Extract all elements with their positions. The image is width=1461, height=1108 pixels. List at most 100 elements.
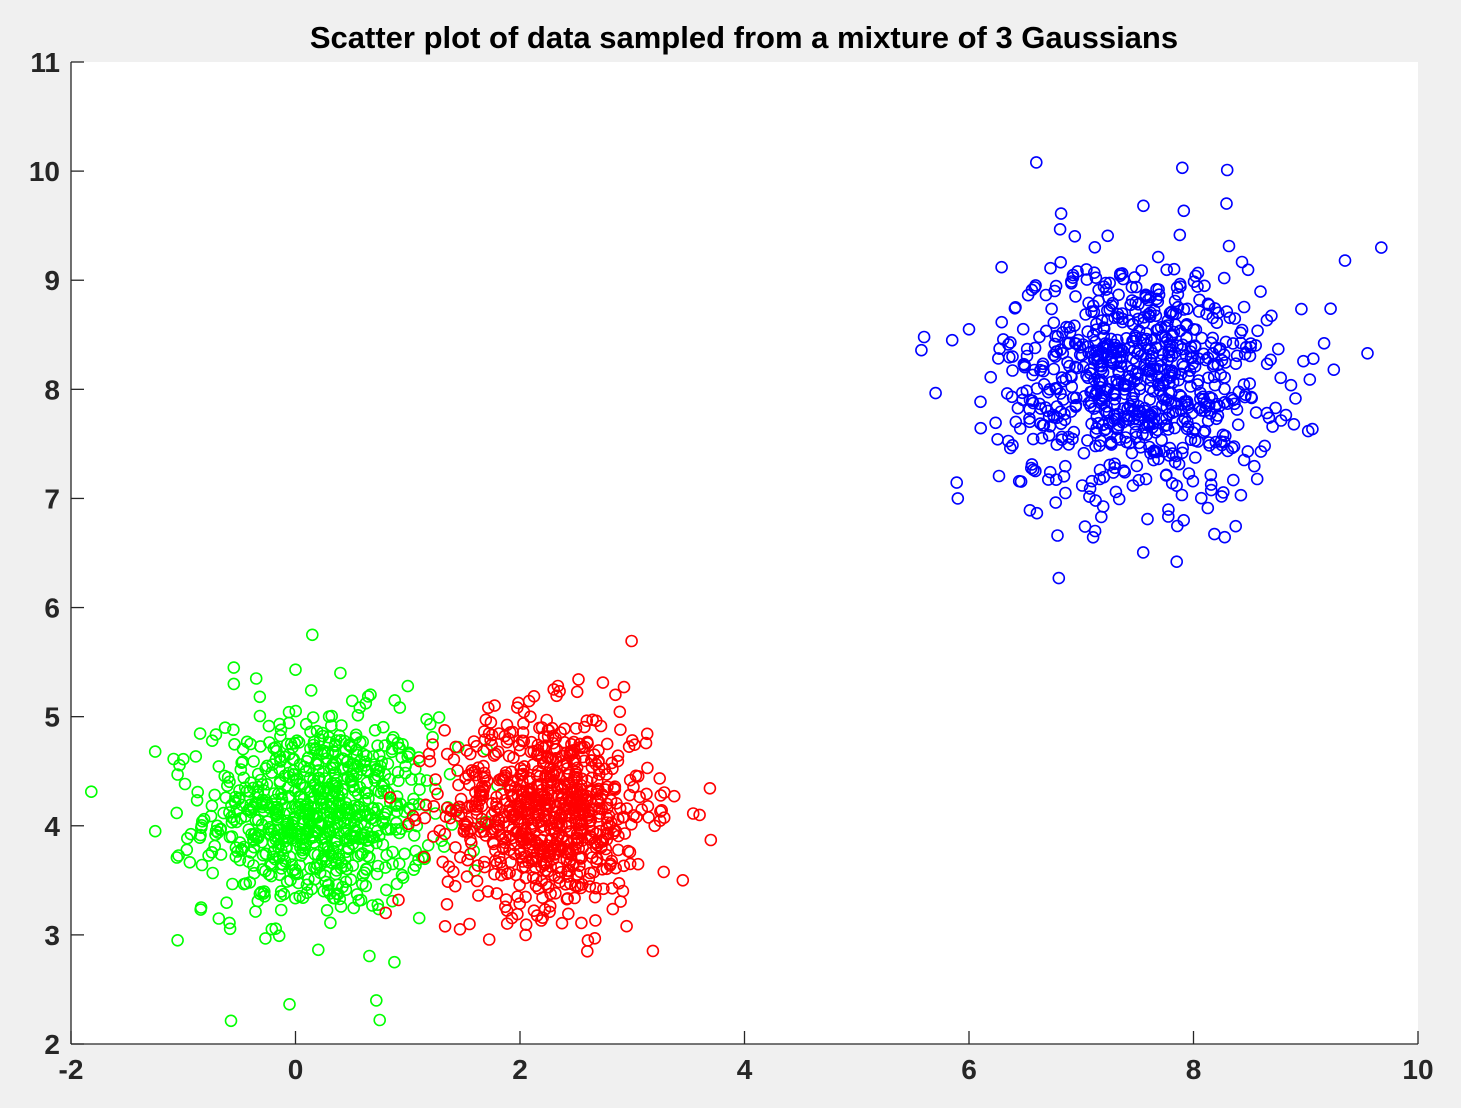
data-point — [334, 666, 347, 680]
data-point — [1085, 474, 1099, 488]
data-point — [1023, 393, 1037, 407]
data-point — [1274, 371, 1287, 385]
data-point — [314, 782, 327, 796]
data-point — [1156, 379, 1170, 392]
data-point — [1030, 506, 1044, 520]
data-point — [481, 701, 495, 715]
data-point — [286, 831, 299, 845]
data-point — [1133, 404, 1147, 418]
data-point — [1028, 281, 1041, 294]
data-point — [1112, 310, 1125, 324]
y-tick-label: 4 — [44, 811, 60, 842]
data-point — [1245, 391, 1258, 405]
data-point — [1043, 382, 1056, 396]
data-point — [560, 846, 574, 860]
data-point — [1191, 378, 1204, 391]
data-point — [1163, 441, 1177, 455]
data-point — [1189, 451, 1202, 464]
data-point — [657, 811, 671, 825]
data-point — [1129, 408, 1143, 421]
data-point — [1101, 229, 1114, 243]
data-point — [1182, 370, 1195, 384]
data-point — [1092, 294, 1105, 308]
data-point — [460, 870, 474, 883]
data-point — [622, 740, 636, 754]
data-point — [605, 756, 619, 770]
data-point — [1057, 469, 1071, 483]
data-point — [546, 729, 560, 743]
data-point — [507, 751, 520, 765]
data-point — [1161, 333, 1174, 346]
data-point — [371, 739, 384, 753]
data-point — [600, 848, 613, 862]
data-point — [488, 867, 501, 881]
y-tick-label: 10 — [29, 156, 60, 187]
data-point — [211, 826, 225, 839]
data-point — [595, 862, 609, 876]
data-point — [403, 803, 417, 816]
data-point — [181, 831, 194, 845]
data-point — [171, 768, 184, 781]
data-point — [471, 859, 485, 872]
data-point — [575, 916, 588, 930]
data-point — [1258, 439, 1271, 453]
data-point — [576, 797, 590, 810]
data-point — [1230, 349, 1244, 363]
data-point — [1220, 197, 1233, 210]
data-point — [148, 745, 162, 758]
data-point — [202, 849, 215, 862]
data-point — [268, 829, 282, 843]
axes: -2 0 2 4 6 8 10 2 3 4 5 6 7 8 9 10 11 — [29, 47, 1434, 1085]
data-point — [1361, 346, 1374, 360]
data-point — [1043, 419, 1057, 433]
data-point — [1156, 347, 1169, 361]
data-point — [1105, 438, 1118, 451]
data-point — [266, 850, 280, 864]
data-point — [1108, 457, 1121, 471]
data-point — [479, 713, 493, 727]
data-point — [543, 770, 557, 783]
data-point — [172, 849, 185, 862]
data-point — [951, 492, 965, 505]
y-tick-label: 5 — [44, 702, 60, 733]
data-point — [587, 748, 601, 762]
data-point — [1216, 428, 1230, 442]
data-point — [522, 694, 536, 708]
data-point — [1079, 308, 1092, 321]
data-point — [389, 823, 403, 836]
data-point — [286, 768, 300, 781]
data-point — [554, 865, 568, 879]
data-point — [611, 754, 625, 768]
data-point — [1039, 324, 1053, 338]
data-point — [457, 823, 471, 836]
data-point — [614, 723, 627, 737]
data-point — [1086, 530, 1100, 544]
data-point — [553, 875, 567, 889]
data-point — [302, 872, 315, 886]
data-points — [85, 156, 1388, 1028]
data-point — [1199, 353, 1213, 367]
data-point — [1117, 402, 1130, 415]
data-point — [380, 805, 394, 818]
data-point — [1051, 529, 1064, 542]
data-point — [1115, 350, 1129, 364]
data-point — [1110, 412, 1123, 426]
data-point — [305, 628, 319, 642]
data-point — [588, 931, 602, 945]
data-point — [537, 823, 551, 837]
data-point — [1176, 441, 1189, 455]
data-point — [1251, 324, 1264, 338]
data-point — [1132, 297, 1145, 311]
data-point — [1123, 436, 1136, 450]
data-point — [984, 370, 998, 384]
data-point — [306, 791, 320, 805]
data-point — [195, 858, 209, 872]
data-point — [1177, 303, 1191, 316]
data-point — [1250, 472, 1264, 486]
data-point — [1143, 393, 1156, 406]
data-point — [552, 812, 566, 825]
data-point — [517, 764, 530, 777]
data-point — [311, 943, 325, 957]
data-point — [1165, 447, 1179, 460]
data-point — [531, 749, 545, 763]
